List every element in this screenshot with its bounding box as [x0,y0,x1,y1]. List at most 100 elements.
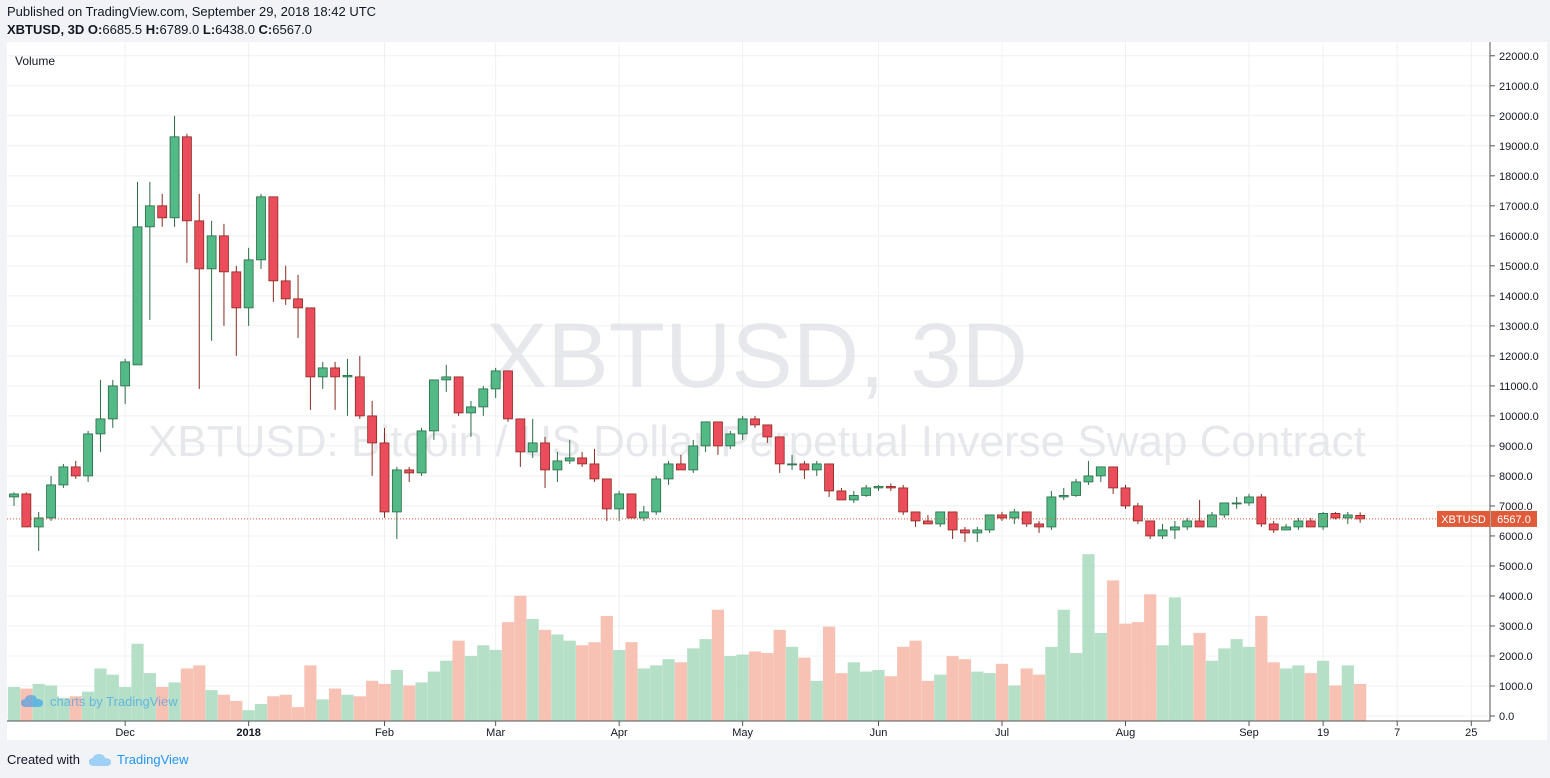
candle[interactable] [1268,520,1279,533]
candle[interactable] [762,424,773,443]
candle[interactable] [787,454,797,470]
candle[interactable] [935,511,946,527]
candle[interactable] [70,460,81,479]
candle[interactable] [873,484,884,491]
candle[interactable] [836,487,847,501]
candle[interactable] [181,133,192,263]
candle[interactable] [725,430,736,449]
candle[interactable] [799,460,810,479]
candle[interactable] [58,463,69,488]
candle[interactable] [1095,466,1106,482]
candle[interactable] [848,490,859,503]
candle[interactable] [811,460,822,476]
candle[interactable] [169,115,180,227]
candle[interactable] [404,466,415,482]
candle[interactable] [923,514,933,525]
candle[interactable] [1281,523,1291,531]
candle[interactable] [1244,493,1254,506]
candle[interactable] [1145,520,1156,539]
candle[interactable] [1120,484,1131,509]
candle[interactable] [95,379,106,452]
candle[interactable] [107,379,118,428]
candle[interactable] [1046,490,1057,530]
candle[interactable] [515,418,526,467]
candle[interactable] [416,427,427,476]
candle[interactable] [1330,511,1341,520]
candle[interactable] [453,376,464,416]
candle[interactable] [885,483,896,491]
candle[interactable] [157,193,168,227]
candle[interactable] [83,430,93,482]
candle[interactable] [231,265,242,356]
candle[interactable] [1132,502,1143,524]
candle[interactable] [984,514,995,533]
candle[interactable] [651,475,662,515]
candle[interactable] [688,439,699,473]
tradingview-link[interactable]: TradingView [88,752,189,767]
candle[interactable] [206,220,217,341]
candle[interactable] [861,484,872,497]
candle[interactable] [601,478,612,521]
candle[interactable] [1256,493,1267,527]
candle[interactable] [1021,511,1032,527]
candle[interactable] [379,427,390,518]
candle[interactable] [219,223,229,326]
candle[interactable] [132,181,143,366]
candle[interactable] [466,400,476,437]
candle[interactable] [824,463,834,497]
candle[interactable] [46,475,56,521]
candle[interactable] [342,358,353,416]
candle[interactable] [21,492,32,528]
candle[interactable] [280,265,291,305]
candle[interactable] [144,181,155,320]
candle[interactable] [910,511,921,527]
candle[interactable] [1071,478,1081,497]
candle[interactable] [1305,517,1316,528]
candle[interactable] [614,490,625,521]
candle[interactable] [527,418,538,458]
candle[interactable] [663,460,674,485]
candle[interactable] [960,526,970,542]
candle[interactable] [367,400,378,476]
candle[interactable] [243,247,254,326]
candle[interactable] [1342,511,1353,524]
candle[interactable] [1058,487,1069,500]
candle[interactable] [293,274,303,338]
chart-frame[interactable]: XBTUSD, 3D XBTUSD: Bitcoin / US Dollar Pe… [7,42,1547,740]
candle[interactable] [552,451,563,482]
candle[interactable] [1170,520,1180,539]
candle[interactable] [676,454,686,471]
candle[interactable] [564,439,575,464]
candle[interactable] [478,385,489,416]
candle[interactable] [256,193,266,269]
candle[interactable] [774,436,785,473]
candle[interactable] [737,415,748,440]
candle[interactable] [947,511,958,539]
candle[interactable] [268,196,279,302]
candle[interactable] [997,511,1007,521]
candle[interactable] [750,415,760,428]
candle[interactable] [1207,511,1217,528]
candle[interactable] [330,361,341,410]
candle[interactable] [1231,496,1242,509]
candle[interactable] [9,492,19,506]
candle[interactable] [1108,466,1119,494]
candle[interactable] [1182,517,1193,530]
candle[interactable] [503,370,513,422]
candle[interactable] [441,364,452,392]
candle[interactable] [540,436,550,488]
candle[interactable] [1034,520,1044,533]
candle[interactable] [1194,499,1205,528]
candle[interactable] [194,193,205,389]
candle[interactable] [120,358,131,404]
candle[interactable] [490,367,501,398]
candle[interactable] [428,379,439,440]
candle[interactable] [972,526,983,542]
candle[interactable] [898,484,909,515]
candle[interactable] [317,361,328,389]
y-axis[interactable]: 0.0 1000.0 2000.0 3000.0 4000.0 5000.0 6000.0 7… [1490,51,1539,723]
candle[interactable] [577,451,587,467]
candle[interactable] [700,421,711,452]
candle[interactable] [1293,517,1304,530]
